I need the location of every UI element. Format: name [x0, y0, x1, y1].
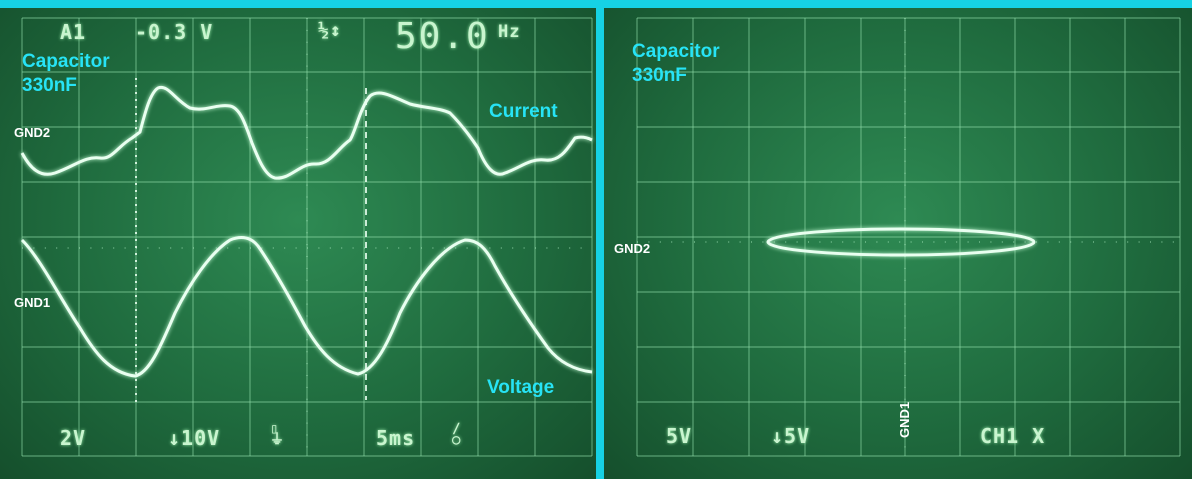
ch1-volts-div-right: 5V [666, 424, 693, 448]
voltage-label: Voltage [487, 377, 555, 398]
mode-icon: ∕ ○ [452, 421, 462, 448]
voltage-trace [20, 236, 593, 378]
ch2-volts-div-right: ↓5V [771, 424, 811, 448]
graticule-left [21, 17, 593, 457]
xy-trace-right [766, 227, 1036, 257]
capacitor-label: Capacitor 330nF [22, 50, 110, 98]
gnd2-marker: GND2 [14, 125, 51, 140]
trigger-slope-icon: ½↕ [318, 20, 342, 41]
waveform-traces-left [20, 78, 593, 403]
coupling-icon: ▯ ⏚ [270, 421, 285, 448]
component-value-right: 330nF [632, 65, 687, 86]
oscilloscope-screen-right: 5V ↓5V GND1 CH1 X Capacitor 330nF GND2 [604, 8, 1192, 479]
capacitor-label-right: Capacitor 330nF [632, 40, 720, 88]
oscilloscope-screen-left: A1 -0.3 V ½↕ 50.0 Hz 2V ↓10V ▯ ⏚ 5ms ∕ ○ C… [0, 8, 596, 479]
current-trace [20, 85, 593, 180]
component-name-right: Capacitor [632, 41, 720, 62]
component-name: Capacitor [22, 51, 110, 72]
frequency-value: 50.0 [395, 16, 490, 57]
component-value: 330nF [22, 75, 77, 96]
ch1-volts-div: 2V [60, 426, 87, 450]
frequency-unit: Hz [498, 22, 521, 42]
xy-mode-readout: CH1 X [980, 424, 1046, 448]
lissajous-ellipse [766, 227, 1036, 257]
gnd1-marker: GND1 [14, 295, 51, 310]
timebase-readout: 5ms [376, 426, 416, 450]
channel-readout: A1 [60, 20, 87, 44]
gnd2-marker-right: GND2 [614, 241, 651, 256]
offset-readout: -0.3 V [135, 20, 214, 44]
graticule-right [636, 17, 1181, 457]
gnd1-marker-right: GND1 [897, 401, 912, 438]
current-label: Current [489, 101, 558, 122]
ch2-volts-div: ↓10V [168, 426, 221, 450]
